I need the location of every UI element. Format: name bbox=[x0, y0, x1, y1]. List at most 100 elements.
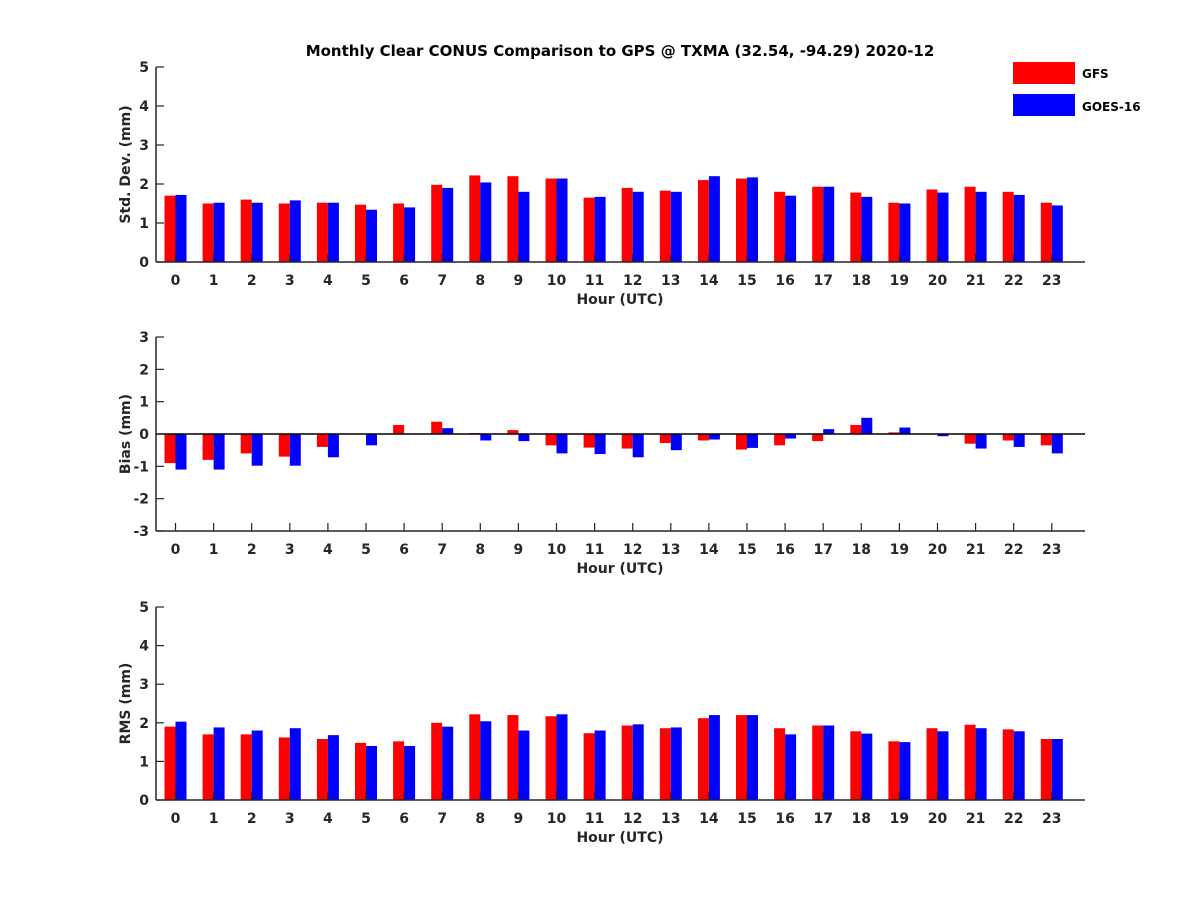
bar bbox=[785, 734, 797, 800]
bar bbox=[659, 190, 671, 262]
bar bbox=[850, 424, 862, 434]
bar bbox=[1002, 434, 1014, 441]
x-tick-label: 20 bbox=[928, 542, 948, 558]
bar bbox=[621, 187, 633, 262]
bar bbox=[164, 434, 176, 464]
bar bbox=[404, 207, 416, 262]
bar bbox=[736, 178, 747, 262]
bar bbox=[393, 203, 405, 262]
x-tick-label: 4 bbox=[323, 273, 333, 289]
bar bbox=[861, 417, 873, 434]
bar bbox=[507, 176, 519, 262]
x-tick-label: 18 bbox=[852, 273, 871, 289]
bar bbox=[404, 745, 416, 800]
x-tick-label: 13 bbox=[661, 811, 680, 827]
bar bbox=[366, 209, 377, 262]
series-goes-16 bbox=[175, 176, 1063, 262]
bar bbox=[1002, 729, 1014, 800]
bar bbox=[251, 202, 263, 262]
bar bbox=[240, 434, 252, 454]
bar bbox=[355, 742, 366, 800]
x-tick-label: 8 bbox=[475, 542, 485, 558]
bar bbox=[507, 430, 519, 434]
bar bbox=[812, 434, 824, 442]
bar bbox=[774, 434, 786, 446]
bar bbox=[659, 434, 671, 444]
x-tick-label: 9 bbox=[514, 811, 524, 827]
bar bbox=[442, 428, 454, 434]
legend-swatch-gfs bbox=[1013, 62, 1075, 84]
x-tick-label: 11 bbox=[585, 542, 604, 558]
x-tick-label: 9 bbox=[514, 542, 524, 558]
bar bbox=[1040, 739, 1052, 800]
x-axis-label: Hour (UTC) bbox=[576, 830, 663, 846]
bar bbox=[545, 178, 557, 262]
bar bbox=[1040, 434, 1052, 446]
bar bbox=[632, 191, 644, 262]
bar bbox=[480, 182, 492, 262]
x-tick-label: 20 bbox=[928, 811, 948, 827]
series-goes-16 bbox=[175, 417, 1063, 470]
x-tick-label: 1 bbox=[209, 273, 219, 289]
bar bbox=[774, 191, 786, 262]
bar bbox=[697, 718, 709, 800]
bar bbox=[366, 745, 377, 800]
legend-label-goes16: GOES-16 bbox=[1082, 100, 1141, 114]
x-tick-label: 3 bbox=[285, 273, 295, 289]
bar bbox=[823, 725, 835, 800]
bar bbox=[583, 434, 595, 448]
x-tick-label: 16 bbox=[775, 542, 794, 558]
bar bbox=[899, 742, 911, 800]
x-tick-label: 18 bbox=[852, 811, 871, 827]
bar bbox=[899, 203, 911, 262]
bar bbox=[442, 187, 454, 262]
bar bbox=[213, 727, 225, 800]
bar bbox=[964, 724, 976, 800]
bar bbox=[164, 195, 176, 262]
bar bbox=[975, 191, 987, 262]
bar bbox=[785, 434, 797, 439]
bar bbox=[240, 734, 252, 800]
x-tick-label: 2 bbox=[247, 273, 257, 289]
bar bbox=[888, 741, 900, 800]
x-tick-label: 12 bbox=[623, 542, 642, 558]
x-tick-label: 20 bbox=[928, 273, 948, 289]
bar bbox=[964, 434, 976, 444]
x-tick-label: 7 bbox=[437, 542, 447, 558]
x-tick-label: 13 bbox=[661, 273, 680, 289]
chart-title: Monthly Clear CONUS Comparison to GPS @ … bbox=[306, 42, 935, 60]
y-axis-label: Std. Dev. (mm) bbox=[118, 105, 134, 223]
bar bbox=[1051, 434, 1063, 454]
bar bbox=[632, 434, 644, 458]
x-tick-label: 16 bbox=[775, 811, 794, 827]
bar bbox=[964, 186, 976, 262]
y-tick-label: 2 bbox=[139, 177, 149, 193]
x-tick-label: 22 bbox=[1004, 273, 1023, 289]
x-tick-label: 15 bbox=[737, 811, 756, 827]
y-tick-label: 2 bbox=[139, 716, 149, 732]
x-tick-label: 22 bbox=[1004, 542, 1023, 558]
bar bbox=[926, 728, 938, 800]
bar bbox=[621, 725, 633, 800]
bar bbox=[431, 184, 443, 262]
bar bbox=[213, 202, 225, 262]
x-tick-label: 21 bbox=[966, 811, 985, 827]
bar bbox=[1013, 731, 1025, 800]
bar bbox=[202, 203, 214, 262]
x-tick-label: 19 bbox=[890, 542, 909, 558]
x-tick-label: 11 bbox=[585, 273, 604, 289]
bar bbox=[670, 191, 682, 262]
x-tick-label: 2 bbox=[247, 811, 257, 827]
x-tick-label: 17 bbox=[813, 811, 832, 827]
bar bbox=[316, 434, 328, 447]
x-tick-label: 8 bbox=[475, 811, 485, 827]
bar bbox=[556, 178, 568, 262]
legend: GFS GOES-16 bbox=[1013, 62, 1141, 116]
bar bbox=[545, 716, 557, 800]
bar bbox=[736, 434, 747, 450]
x-tick-label: 6 bbox=[399, 542, 409, 558]
x-tick-label: 0 bbox=[171, 273, 181, 289]
x-axis-label: Hour (UTC) bbox=[576, 292, 663, 308]
